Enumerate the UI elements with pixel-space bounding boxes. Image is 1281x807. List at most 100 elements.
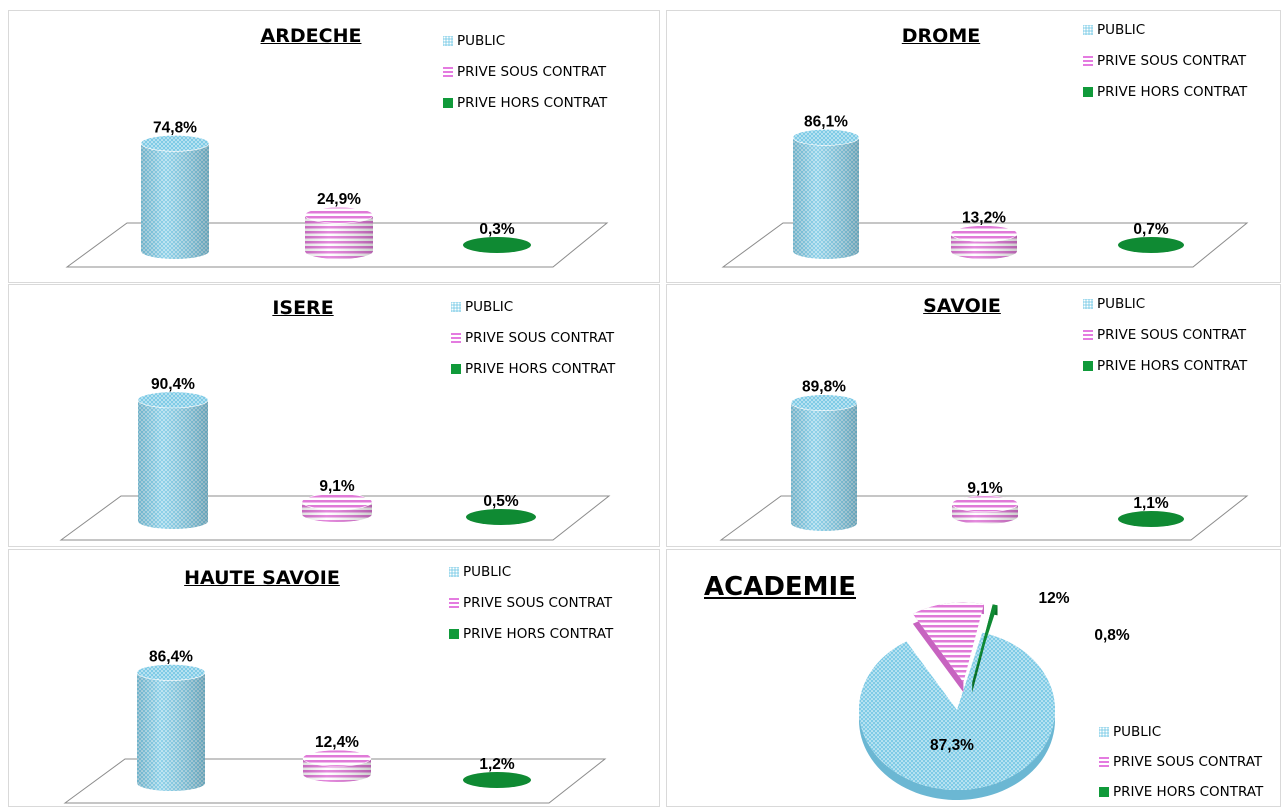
chart-title: ACADEMIE: [704, 572, 856, 602]
legend-swatch-prive-sous-contrat: [449, 598, 459, 608]
data-label: 0,3%: [479, 221, 515, 238]
data-label: 74,8%: [153, 119, 197, 136]
chart-panel-academie: 87,3% 12% 0,8% ACADEMIE PUBLIC PRIVE SOUS …: [666, 549, 1281, 807]
legend-swatch-prive-hors-contrat: [1099, 787, 1109, 797]
chart-title: HAUTE SAVOIE: [184, 567, 340, 589]
bar-prive-hors-contrat: [466, 509, 536, 525]
bar-prive-hors-contrat: [463, 237, 531, 253]
data-label: 87,3%: [930, 737, 974, 754]
chart-title: ISERE: [272, 297, 334, 319]
chart-panel-drome: 86,1% 13,2% 0,7% DROME PUBLIC PRIVE SOUS C…: [666, 10, 1281, 283]
bar-chart-drome: 86,1% 13,2% 0,7%: [721, 113, 1249, 268]
legend-item-prive-sous-contrat: PRIVE SOUS CONTRAT: [1083, 325, 1247, 345]
legend-swatch-prive-sous-contrat: [443, 67, 453, 77]
bar-public: [140, 134, 210, 259]
legend-swatch-public: [1099, 727, 1109, 737]
legend-item-prive-hors-contrat: PRIVE HORS CONTRAT: [1099, 782, 1263, 802]
bar-prive-sous-contrat: [301, 493, 373, 522]
bar-prive-sous-contrat: [950, 225, 1018, 259]
pie-slice-prive-hors-contrat: [972, 604, 998, 693]
bar-prive-sous-contrat: [304, 206, 374, 259]
bar-public: [137, 391, 209, 529]
chart-title: SAVOIE: [923, 295, 1001, 317]
legend-item-prive-sous-contrat: PRIVE SOUS CONTRAT: [451, 328, 615, 348]
data-label: 12,4%: [315, 734, 359, 751]
bar-public: [136, 664, 206, 791]
legend-swatch-public: [1083, 299, 1093, 309]
chart-title: ARDECHE: [260, 25, 362, 47]
data-label: 0,8%: [1094, 627, 1130, 644]
legend-item-public: PUBLIC: [451, 297, 615, 317]
legend-swatch-prive-sous-contrat: [1083, 330, 1093, 340]
data-label: 9,1%: [967, 480, 1003, 497]
data-label: 13,2%: [962, 210, 1006, 227]
legend-item-prive-hors-contrat: PRIVE HORS CONTRAT: [449, 624, 613, 644]
legend-label: PRIVE HORS CONTRAT: [1113, 784, 1264, 800]
data-label: 86,4%: [149, 648, 193, 665]
legend-item-prive-hors-contrat: PRIVE HORS CONTRAT: [1083, 356, 1247, 376]
legend-item-prive-hors-contrat: PRIVE HORS CONTRAT: [451, 359, 615, 379]
legend-swatch-prive-hors-contrat: [1083, 87, 1093, 97]
legend-label: PRIVE SOUS CONTRAT: [465, 330, 615, 346]
legend-label: PRIVE SOUS CONTRAT: [1097, 53, 1247, 69]
legend-item-prive-sous-contrat: PRIVE SOUS CONTRAT: [443, 62, 607, 82]
legend-swatch-public: [451, 302, 461, 312]
legend-item-prive-hors-contrat: PRIVE HORS CONTRAT: [443, 93, 607, 113]
legend-item-public: PUBLIC: [443, 31, 607, 51]
legend-label: PUBLIC: [463, 564, 512, 580]
bar-chart-isere: 90,4% 9,1% 0,5%: [59, 376, 611, 541]
legend-label: PRIVE HORS CONTRAT: [1097, 84, 1248, 100]
chart-panel-ardeche: 74,8% 24,9% 0,3% ARDECHE PUBLIC PRIVE SOUS…: [8, 10, 660, 283]
legend-label: PRIVE HORS CONTRAT: [463, 626, 614, 642]
legend-label: PRIVE SOUS CONTRAT: [1113, 754, 1263, 770]
legend-item-prive-sous-contrat: PRIVE SOUS CONTRAT: [449, 593, 613, 613]
bar-prive-hors-contrat: [1118, 237, 1184, 253]
chart-panel-savoie: 89,8% 9,1% 1,1% SAVOIE PUBLIC PRIVE SOUS C…: [666, 284, 1281, 547]
pie-slice-public: [859, 632, 1055, 800]
pie-chart-academie: 87,3% 12% 0,8%: [859, 590, 1130, 800]
bar-prive-hors-contrat: [463, 772, 531, 788]
legend-swatch-public: [1083, 25, 1093, 35]
bar-chart-haute-savoie: 86,4% 12,4% 1,2%: [63, 648, 607, 804]
data-label: 0,5%: [483, 493, 519, 510]
legend-item-prive-sous-contrat: PRIVE SOUS CONTRAT: [1083, 51, 1247, 71]
legend-label: PRIVE SOUS CONTRAT: [457, 64, 607, 80]
pie-slice-prive-sous-contrat: [912, 602, 984, 693]
legend-item-public: PUBLIC: [1083, 20, 1247, 40]
data-label: 86,1%: [804, 113, 848, 130]
legend-swatch-prive-sous-contrat: [451, 333, 461, 343]
chart-panel-haute-savoie: 86,4% 12,4% 1,2% HAUTE SAVOIE PUBLIC PRIVE…: [8, 549, 660, 807]
legend-swatch-public: [443, 36, 453, 46]
chart-legend: PUBLIC PRIVE SOUS CONTRAT PRIVE HORS CON…: [449, 562, 613, 655]
chart-legend: PUBLIC PRIVE SOUS CONTRAT PRIVE HORS CON…: [451, 297, 615, 390]
legend-label: PUBLIC: [1097, 22, 1146, 38]
legend-item-prive-hors-contrat: PRIVE HORS CONTRAT: [1083, 82, 1247, 102]
data-label: 89,8%: [802, 379, 846, 396]
data-label: 12%: [1038, 590, 1069, 607]
legend-swatch-prive-sous-contrat: [1099, 757, 1109, 767]
legend-label: PRIVE SOUS CONTRAT: [1097, 327, 1247, 343]
bar-public: [792, 129, 860, 259]
bar-prive-hors-contrat: [1118, 511, 1184, 527]
data-label: 9,1%: [319, 478, 355, 495]
bar-prive-sous-contrat: [302, 749, 372, 782]
legend-swatch-prive-hors-contrat: [451, 364, 461, 374]
bar-chart-savoie: 89,8% 9,1% 1,1%: [719, 379, 1249, 541]
legend-swatch-prive-hors-contrat: [1083, 361, 1093, 371]
bar-prive-sous-contrat: [951, 495, 1019, 524]
legend-label: PRIVE HORS CONTRAT: [457, 95, 608, 111]
legend-swatch-public: [449, 567, 459, 577]
data-label: 0,7%: [1133, 221, 1169, 238]
bar-chart-ardeche: 74,8% 24,9% 0,3%: [65, 119, 609, 268]
chart-title: DROME: [901, 25, 981, 47]
chart-legend: PUBLIC PRIVE SOUS CONTRAT PRIVE HORS CON…: [443, 31, 607, 124]
data-label: 1,2%: [479, 756, 515, 773]
legend-swatch-prive-sous-contrat: [1083, 56, 1093, 66]
legend-label: PRIVE HORS CONTRAT: [465, 361, 616, 377]
legend-swatch-prive-hors-contrat: [449, 629, 459, 639]
legend-item-public: PUBLIC: [1099, 722, 1263, 742]
legend-item-public: PUBLIC: [1083, 294, 1247, 314]
chart-legend: PUBLIC PRIVE SOUS CONTRAT PRIVE HORS CON…: [1083, 294, 1247, 387]
bar-public: [790, 394, 858, 531]
chart-legend: PUBLIC PRIVE SOUS CONTRAT PRIVE HORS CON…: [1083, 20, 1247, 113]
